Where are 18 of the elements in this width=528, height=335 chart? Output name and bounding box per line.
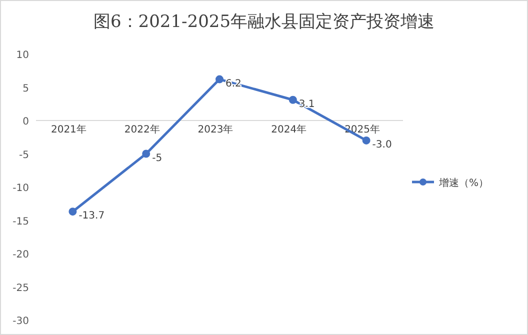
x-tick: 2023年	[198, 124, 234, 136]
y-tick-label: -25	[12, 282, 29, 294]
data-label: -3.0	[372, 139, 392, 150]
x-tick: 2024年	[271, 124, 307, 136]
y-tick-label: -20	[12, 250, 29, 260]
data-label: -5	[152, 152, 162, 164]
title: 图6：2021-2025年融水县固定资产投资增速	[93, 12, 435, 32]
y-tick-label: 0	[22, 116, 29, 128]
data-label: -13.7	[78, 210, 105, 222]
x-tick: 2021年	[50, 124, 86, 136]
legend-label: 增速（%）	[439, 178, 489, 189]
y-tick-label: -5	[19, 150, 29, 161]
y-tick-label: 5	[22, 83, 29, 94]
y-tick-label: 10	[16, 50, 29, 61]
y-tick-label: -10	[12, 183, 29, 194]
y-tick-label: -30	[12, 316, 29, 327]
x-tick: 2022年	[124, 124, 160, 136]
y-tick-label: -15	[12, 216, 29, 228]
